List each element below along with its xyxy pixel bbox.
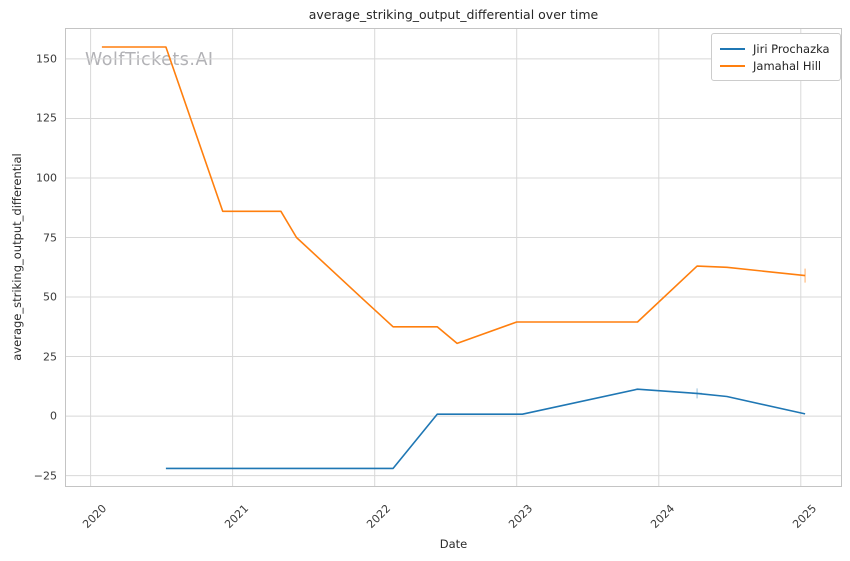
- x-tick-label: 2025: [789, 502, 819, 531]
- plot-area: [65, 28, 842, 487]
- x-tick-label: 2020: [79, 502, 109, 531]
- y-tick-label: 25: [43, 350, 57, 364]
- y-tick-label: 75: [43, 231, 57, 244]
- x-tick-label: 2021: [221, 502, 251, 531]
- x-axis-label: Date: [439, 537, 468, 551]
- legend-line-swatch-blue: [720, 47, 745, 50]
- legend: Jiri Prochazka Jamahal Hill: [711, 33, 841, 81]
- x-tick-label: 2024: [647, 502, 677, 531]
- y-tick-label: 50: [43, 290, 57, 304]
- y-tick-label: −25: [33, 469, 57, 483]
- x-tick-label: 2022: [363, 502, 393, 531]
- series-line-jamahal-hill: [101, 46, 806, 345]
- watermark: WolfTickets.AI: [85, 50, 214, 70]
- plot-svg: [65, 28, 842, 487]
- y-tick-label: 0: [50, 409, 57, 423]
- chart-title: average_striking_output_differential ove…: [308, 7, 599, 22]
- plot-border: [65, 28, 842, 487]
- legend-label: Jamahal Hill: [753, 58, 822, 73]
- y-axis-label: average_striking_output_differential: [10, 153, 24, 361]
- legend-entry-jiri-prochazka: Jiri Prochazka: [720, 40, 830, 57]
- series-line-jiri-prochazka: [165, 388, 806, 470]
- y-tick-label: 100: [36, 171, 57, 185]
- legend-label: Jiri Prochazka: [753, 41, 830, 56]
- y-tick-label: 150: [36, 52, 57, 66]
- x-tick-label: 2023: [505, 502, 535, 531]
- legend-entry-jamahal-hill: Jamahal Hill: [720, 57, 830, 74]
- y-tick-label: 125: [36, 111, 57, 125]
- legend-line-swatch-orange: [720, 64, 745, 67]
